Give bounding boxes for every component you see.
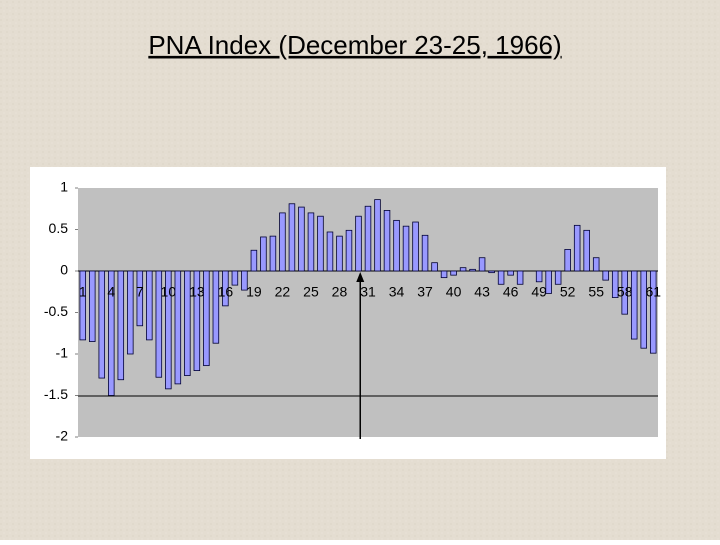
bar xyxy=(469,268,476,272)
bar xyxy=(279,212,286,272)
bar xyxy=(421,234,429,272)
bar xyxy=(630,270,638,340)
bar xyxy=(136,270,144,327)
x-tick-label: 43 xyxy=(474,284,490,300)
bar xyxy=(393,219,400,272)
x-tick-label: 1 xyxy=(79,284,87,300)
x-tick-label: 34 xyxy=(389,284,405,300)
x-tick-label: 31 xyxy=(360,284,376,300)
arrow-head xyxy=(356,272,365,282)
bar xyxy=(364,205,372,272)
bar xyxy=(336,235,343,272)
y-tick-label: 0.5 xyxy=(49,220,69,236)
bar xyxy=(535,270,543,283)
bar xyxy=(231,270,239,286)
bar xyxy=(250,249,258,272)
x-tick-label: 16 xyxy=(218,284,234,300)
bar xyxy=(478,257,486,272)
x-tick-label: 13 xyxy=(189,284,205,300)
bar xyxy=(165,270,172,390)
bar xyxy=(174,270,182,385)
y-tick-label: -2 xyxy=(56,428,69,444)
bar xyxy=(193,270,201,371)
bar xyxy=(355,215,362,272)
x-tick-label: 22 xyxy=(275,284,291,300)
bar xyxy=(402,225,410,272)
bar xyxy=(649,270,657,354)
bar xyxy=(307,212,315,272)
x-tick-label: 28 xyxy=(332,284,348,300)
y-tick-label: -0.5 xyxy=(44,303,68,319)
bar xyxy=(288,203,296,272)
bar xyxy=(488,270,495,274)
bar xyxy=(516,270,524,285)
chart-title: PNA Index (December 23-25, 1966) xyxy=(148,30,561,60)
x-tick-label: 49 xyxy=(531,284,547,300)
bar xyxy=(545,270,552,294)
x-tick-label: 25 xyxy=(303,284,319,300)
bar xyxy=(222,270,229,307)
y-tick-label: 0 xyxy=(60,262,68,278)
y-tick-label: -1 xyxy=(56,345,69,361)
bar xyxy=(345,229,353,272)
x-tick-label: 58 xyxy=(617,284,633,300)
bar xyxy=(431,262,438,272)
x-tick-label: 52 xyxy=(560,284,576,300)
x-tick-label: 7 xyxy=(136,284,144,300)
bar xyxy=(98,270,106,379)
bar xyxy=(592,257,600,272)
bar xyxy=(184,270,191,376)
bar xyxy=(127,270,134,355)
bar xyxy=(146,270,153,341)
bar xyxy=(317,215,324,272)
bar xyxy=(374,199,381,272)
bar xyxy=(241,270,248,291)
x-tick-label: 61 xyxy=(645,284,661,300)
bar xyxy=(155,270,163,378)
bar xyxy=(89,270,96,342)
x-tick-label: 46 xyxy=(503,284,519,300)
x-tick-label: 40 xyxy=(446,284,462,300)
bar xyxy=(583,229,590,272)
y-tick-label: 1 xyxy=(60,179,68,195)
bar xyxy=(440,270,448,279)
bar xyxy=(326,231,334,272)
x-tick-label: 55 xyxy=(588,284,604,300)
bar xyxy=(611,270,619,298)
x-tick-label: 4 xyxy=(107,284,115,300)
bar xyxy=(117,270,125,381)
bar xyxy=(497,270,505,285)
bar xyxy=(459,267,467,272)
bar xyxy=(269,235,277,272)
bar xyxy=(554,270,562,285)
bar xyxy=(383,210,391,272)
bar xyxy=(412,221,419,272)
bar xyxy=(621,270,628,315)
bar xyxy=(573,224,581,272)
x-tick-label: 19 xyxy=(246,284,262,300)
bar xyxy=(640,270,647,349)
bar xyxy=(203,270,210,367)
bar xyxy=(564,249,571,272)
bar xyxy=(507,270,514,276)
bar xyxy=(450,270,457,276)
x-tick-label: 37 xyxy=(417,284,433,300)
bar xyxy=(212,270,220,344)
x-tick-label: 10 xyxy=(161,284,177,300)
bar xyxy=(298,206,305,272)
bar xyxy=(260,236,267,272)
bar xyxy=(602,270,609,281)
bar xyxy=(79,270,87,341)
y-tick-label: -1.5 xyxy=(44,386,68,402)
